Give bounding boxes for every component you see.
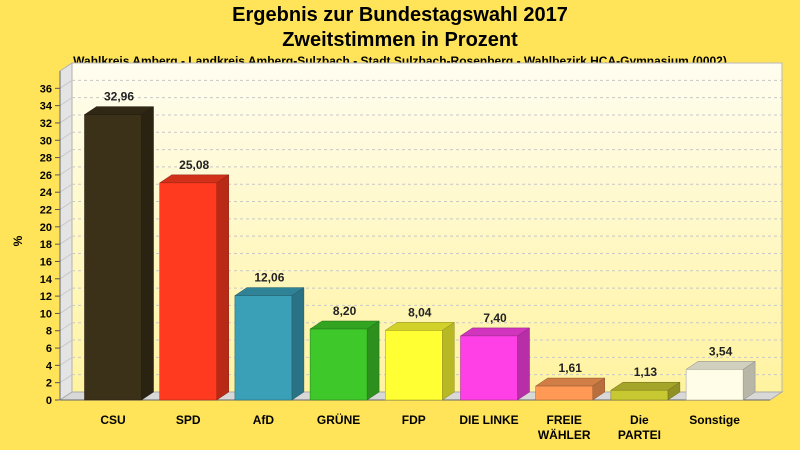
gridline-side	[59, 218, 73, 228]
y-tick-label: 18	[40, 239, 52, 251]
y-tick-label: 28	[40, 153, 52, 165]
chart-side-wall	[59, 62, 73, 401]
bar-value-label: 3,54	[709, 344, 733, 358]
gridline-side	[59, 166, 73, 176]
bar	[534, 377, 606, 401]
bar-side	[216, 174, 229, 401]
bar-value-label: 7,40	[483, 311, 507, 325]
gridline-side	[59, 97, 73, 107]
gridline-side	[59, 183, 73, 193]
bar-side	[366, 320, 380, 401]
gridline-side	[59, 287, 73, 297]
y-tick-label: 26	[40, 170, 52, 182]
y-tick-label: 20	[40, 222, 52, 234]
y-tick-label: 14	[40, 274, 53, 286]
bar-value-label: 25,08	[179, 158, 209, 172]
bar-value-label: 1,61	[559, 361, 583, 375]
chart-title: Ergebnis zur Bundestagswahl 2017	[232, 4, 568, 26]
bar	[83, 106, 155, 401]
gridline-side	[59, 270, 73, 280]
bar-side	[517, 327, 530, 401]
gridline-side	[59, 201, 73, 210]
bar	[685, 360, 756, 401]
x-tick-label: Sonstige	[689, 413, 740, 427]
y-tick-label: 2	[46, 378, 52, 390]
bar-top	[158, 174, 230, 184]
x-tick-label: PARTEI	[618, 428, 661, 442]
bar-value-label: 1,13	[634, 365, 658, 379]
bar-front	[159, 182, 217, 401]
bar	[610, 381, 681, 401]
bar-top	[83, 106, 155, 115]
y-tick-label: 4	[46, 360, 53, 372]
y-tick-label: 22	[40, 205, 52, 217]
bar	[158, 174, 230, 401]
bar-value-label: 8,20	[333, 304, 357, 318]
x-tick-label: AfD	[253, 413, 275, 427]
bar-side	[291, 287, 305, 401]
gridline-side	[59, 305, 73, 314]
y-tick-label: 10	[40, 308, 52, 320]
gridline-side	[59, 131, 73, 141]
gridline-side	[59, 356, 73, 366]
y-tick-label: 16	[40, 256, 52, 268]
chart-title-line-2: Zweitstimmen in Prozent	[282, 29, 518, 51]
bar-side	[442, 321, 455, 401]
gridline-side	[59, 253, 73, 262]
x-tick-label: FDP	[402, 413, 426, 427]
x-tick-label: FREIE	[547, 413, 582, 427]
x-tick-label: Die	[630, 413, 649, 427]
gridline-side	[59, 114, 73, 124]
bar-value-label: 12,06	[254, 271, 284, 285]
y-tick-label: 8	[46, 326, 52, 338]
gridline-side	[59, 339, 73, 349]
bar-front	[535, 385, 593, 401]
x-tick-label: SPD	[176, 413, 201, 427]
bar-side	[141, 106, 154, 401]
gridline-side	[59, 235, 73, 245]
gridline-side	[59, 79, 73, 89]
bar	[309, 320, 380, 401]
bar-front	[84, 114, 142, 401]
gridline-side	[59, 374, 73, 384]
y-tick-label: 34	[40, 101, 53, 113]
bar	[384, 321, 456, 401]
bar-top	[685, 361, 756, 370]
y-tick-label: 0	[46, 395, 52, 407]
x-tick-label: GRÜNE	[317, 412, 360, 427]
x-tick-label: DIE LINKE	[459, 413, 518, 427]
bar-front	[234, 295, 293, 401]
y-tick-label: 6	[46, 343, 52, 355]
bar-top	[309, 320, 380, 330]
bar-front	[685, 369, 744, 401]
y-tick-label: 36	[40, 83, 52, 95]
y-tick-label: 12	[40, 291, 52, 303]
y-tick-label: 32	[40, 118, 52, 130]
bar-front	[385, 330, 443, 401]
y-tick-label: 24	[40, 187, 53, 199]
bar-value-label: 32,96	[104, 90, 134, 104]
x-tick-label: WÄHLER	[538, 427, 591, 442]
bar-front	[309, 328, 368, 401]
bar-top	[459, 327, 531, 337]
bar-front	[610, 389, 669, 401]
bar	[234, 287, 305, 401]
bar-value-label: 8,04	[408, 305, 432, 319]
gridline-side	[59, 322, 73, 332]
gridline-side	[59, 149, 73, 158]
bar-front	[460, 335, 518, 401]
y-tick-label: 30	[40, 135, 52, 147]
y-axis-label: %	[11, 235, 25, 246]
bar	[459, 327, 531, 401]
bar-top	[384, 322, 456, 331]
bar-top	[534, 377, 606, 387]
bar-top	[610, 381, 681, 391]
bar-top	[234, 287, 305, 296]
x-tick-label: CSU	[100, 413, 125, 427]
